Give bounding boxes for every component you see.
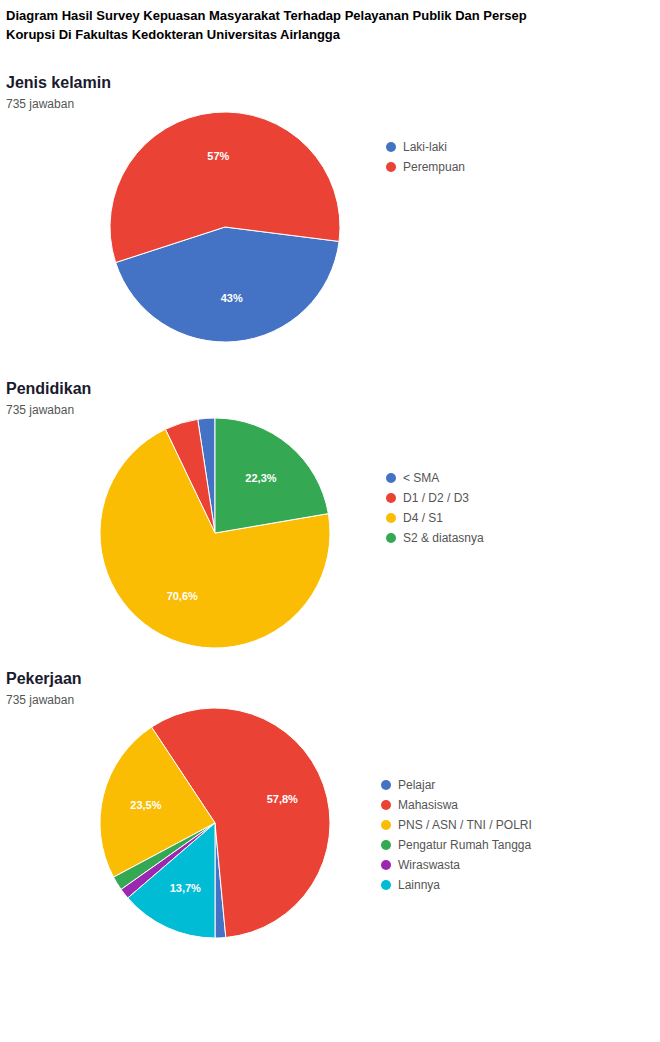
- legend-label: < SMA: [403, 471, 439, 485]
- legend-label: Pelajar: [398, 778, 435, 792]
- legend-item: Mahasiswa: [381, 798, 458, 812]
- legend-item: Pelajar: [381, 778, 435, 792]
- section-subtitle: 735 jawaban: [6, 693, 74, 707]
- data-label: 22,3%: [245, 472, 276, 484]
- section-title: Pendidikan: [6, 380, 91, 397]
- section-title: Jenis kelamin: [6, 74, 111, 91]
- chart-title: Diagram Hasil Survey Kepuasan Masyarakat…: [6, 8, 527, 23]
- legend: < SMA D1 / D2 / D3 D4 / S1 S2 & diatasnya: [386, 471, 484, 545]
- legend-item: Perempuan: [386, 160, 465, 174]
- data-label: 13,7%: [170, 882, 201, 894]
- section-subtitle: 735 jawaban: [6, 403, 74, 417]
- data-label: 43%: [221, 292, 243, 304]
- legend-item: Wiraswasta: [381, 858, 460, 872]
- data-label: 57,8%: [267, 793, 298, 805]
- legend-dot: [381, 820, 391, 830]
- pie-section: Pekerjaan 735 jawaban 57,8% 23,5% 13,7% Pelaj…: [6, 670, 532, 938]
- pie-slice: [110, 112, 340, 263]
- legend-label: Perempuan: [403, 160, 465, 174]
- pie-slice: [215, 418, 328, 533]
- legend: Pelajar Mahasiswa PNS / ASN / TNI / POLRI P…: [381, 778, 532, 892]
- legend-label: Wiraswasta: [398, 858, 460, 872]
- chart-title: Korupsi Di Fakultas Kedokteran Universit…: [6, 27, 341, 42]
- pie: 43% 57%: [110, 112, 340, 342]
- legend-item: Pengatur Rumah Tangga: [381, 838, 532, 852]
- legend-label: Lainnya: [398, 878, 440, 892]
- legend-item: S2 & diatasnya: [386, 531, 484, 545]
- legend: Laki-laki Perempuan: [386, 140, 465, 174]
- pie: 57,8% 23,5% 13,7%: [100, 708, 330, 938]
- data-label: 23,5%: [130, 799, 161, 811]
- legend-dot: [386, 162, 396, 172]
- legend-item: < SMA: [386, 471, 439, 485]
- legend-item: Lainnya: [381, 878, 440, 892]
- legend-dot: [381, 800, 391, 810]
- data-label: 57%: [207, 150, 229, 162]
- legend-dot: [386, 142, 396, 152]
- pie-slice: [128, 823, 215, 938]
- legend-dot: [386, 493, 396, 503]
- section-subtitle: 735 jawaban: [6, 97, 74, 111]
- chart-canvas: Diagram Hasil Survey Kepuasan Masyarakat…: [0, 0, 660, 1042]
- pie-section: Jenis kelamin 735 jawaban 43% 57% Laki-laki P…: [6, 74, 465, 342]
- legend-label: PNS / ASN / TNI / POLRI: [398, 818, 532, 832]
- legend-label: Laki-laki: [403, 140, 447, 154]
- legend-label: D4 / S1: [403, 511, 443, 525]
- legend-dot: [386, 513, 396, 523]
- section-title: Pekerjaan: [6, 670, 82, 687]
- pie: 70,6% 22,3%: [100, 418, 330, 648]
- legend-label: S2 & diatasnya: [403, 531, 484, 545]
- pie-section: Pendidikan 735 jawaban 70,6% 22,3% < SMA D1 /…: [6, 380, 484, 648]
- legend-item: D4 / S1: [386, 511, 443, 525]
- legend-label: D1 / D2 / D3: [403, 491, 469, 505]
- legend-item: D1 / D2 / D3: [386, 491, 469, 505]
- data-label: 70,6%: [167, 590, 198, 602]
- legend-label: Mahasiswa: [398, 798, 458, 812]
- legend-dot: [381, 840, 391, 850]
- title-group: Diagram Hasil Survey Kepuasan Masyarakat…: [6, 8, 527, 42]
- legend-dot: [386, 533, 396, 543]
- legend-dot: [381, 780, 391, 790]
- legend-label: Pengatur Rumah Tangga: [398, 838, 532, 852]
- legend-item: PNS / ASN / TNI / POLRI: [381, 818, 532, 832]
- legend-dot: [381, 880, 391, 890]
- legend-dot: [386, 473, 396, 483]
- legend-dot: [381, 860, 391, 870]
- legend-item: Laki-laki: [386, 140, 447, 154]
